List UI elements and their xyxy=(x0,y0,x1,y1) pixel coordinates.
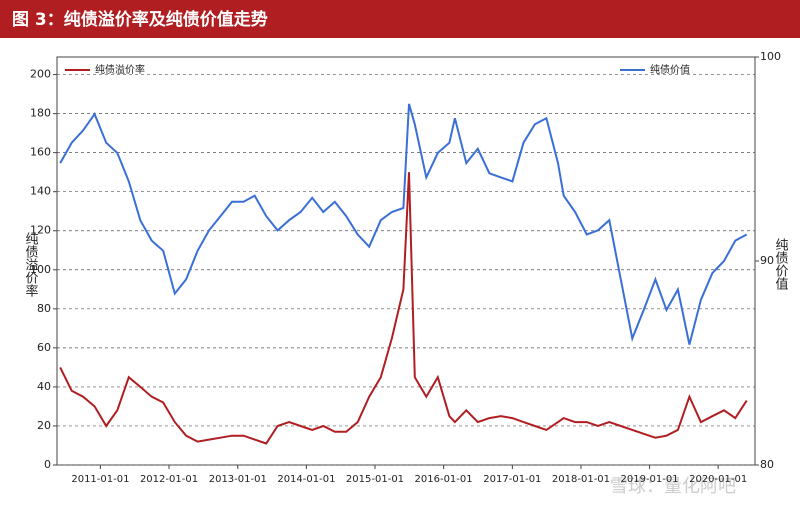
y-tick-label: 0 xyxy=(44,458,51,471)
y-tick-label: 60 xyxy=(37,341,51,354)
series-line xyxy=(59,172,748,445)
y2-axis-title: 纯债价值 xyxy=(773,238,789,291)
x-tick-label: 2011-01-01 xyxy=(71,474,129,485)
y-tick-label: 140 xyxy=(30,185,51,198)
x-tick-label: 2016-01-01 xyxy=(415,474,473,485)
y2-tick-label: 100 xyxy=(760,50,781,63)
y2-tick-label: 80 xyxy=(760,458,774,471)
x-tick-label: 2017-01-01 xyxy=(483,474,541,485)
chart-title: 图 3：纯债溢价率及纯债价值走势 xyxy=(12,9,268,30)
y-tick-label: 80 xyxy=(37,302,51,315)
x-tick-label: 2019-01-01 xyxy=(621,474,679,485)
x-tick-label: 2012-01-01 xyxy=(140,474,198,485)
plot-frame xyxy=(56,56,756,466)
y-tick-label: 100 xyxy=(30,263,51,276)
y-tick-label: 200 xyxy=(30,68,51,81)
y-tick-label: 160 xyxy=(30,146,51,159)
legend-label: 纯债价值 xyxy=(650,63,690,76)
series-line xyxy=(59,103,748,345)
y-tick-label: 120 xyxy=(30,224,51,237)
x-tick-label: 2014-01-01 xyxy=(277,474,335,485)
x-tick-label: 2018-01-01 xyxy=(552,474,610,485)
y-axis-title: 纯债溢价率 xyxy=(23,232,39,297)
legend-label: 纯债溢价率 xyxy=(95,63,145,76)
x-tick-label: 2013-01-01 xyxy=(209,474,267,485)
y-tick-label: 40 xyxy=(37,380,51,393)
y-tick-label: 20 xyxy=(37,419,51,432)
x-tick-label: 2015-01-01 xyxy=(346,474,404,485)
watermark: 雪球：量化阿吧 xyxy=(610,476,736,497)
y2-tick-label: 90 xyxy=(760,254,774,267)
y-tick-label: 180 xyxy=(30,107,51,120)
header-bar xyxy=(0,0,800,38)
x-tick-label: 2020-01-01 xyxy=(689,474,747,485)
